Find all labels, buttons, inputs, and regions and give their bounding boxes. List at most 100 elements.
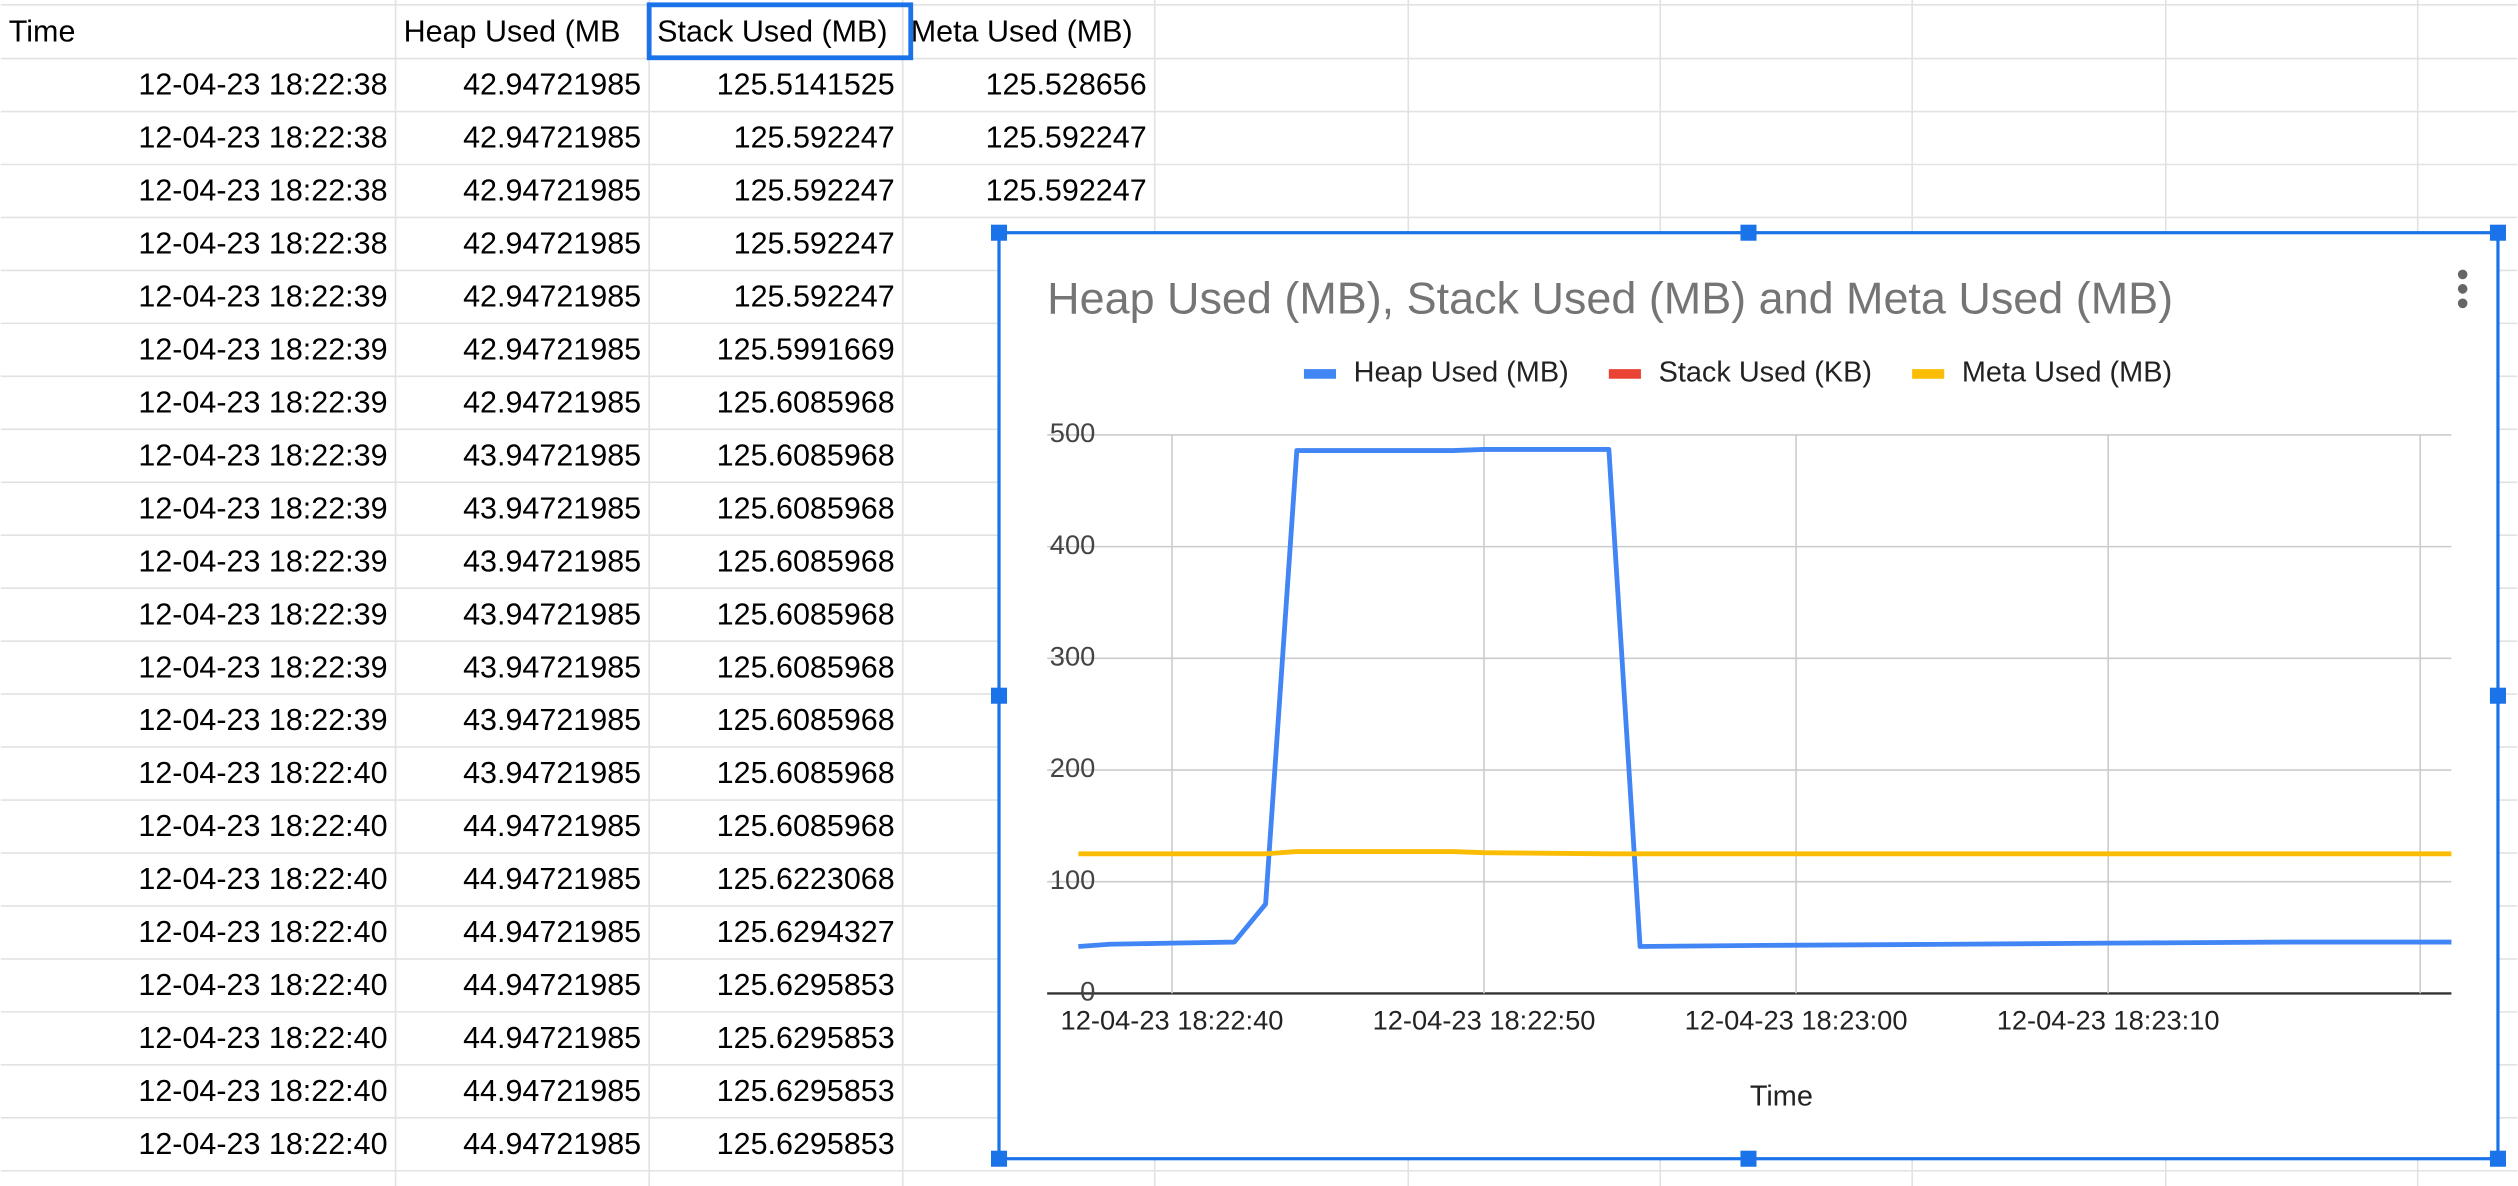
cell[interactable]: 42.94721985 (463, 68, 641, 102)
x-tick-label: 12-04-23 18:23:00 (1685, 1005, 1908, 1036)
resize-handle[interactable] (2489, 1150, 2506, 1167)
cell[interactable]: 125.6295853 (717, 1021, 895, 1055)
resize-handle[interactable] (990, 687, 1008, 704)
cell[interactable]: 12-04-23 18:22:40 (138, 1021, 387, 1055)
cell[interactable]: 42.94721985 (463, 333, 641, 367)
menu-dot[interactable] (2457, 284, 2468, 294)
cell[interactable]: 125.6223068 (717, 862, 895, 896)
cell[interactable]: 12-04-23 18:22:38 (138, 227, 387, 261)
series-line (1078, 447, 2452, 949)
cell[interactable]: 12-04-23 18:22:39 (138, 491, 387, 525)
cell[interactable]: 43.94721985 (463, 650, 641, 684)
cell[interactable]: 125.592247 (734, 227, 895, 261)
cell[interactable]: 125.6295853 (717, 1127, 895, 1161)
selected-cell (646, 2, 914, 61)
chart-title: Heap Used (MB), Stack Used (MB) and Meta… (1047, 273, 2173, 324)
cell[interactable]: 12-04-23 18:22:40 (138, 862, 387, 896)
cell[interactable]: 12-04-23 18:22:39 (138, 280, 387, 314)
legend-swatch (1912, 369, 1945, 379)
cell[interactable]: 125.592247 (734, 280, 895, 314)
y-tick-label: 400 (1050, 529, 1096, 560)
y-tick-label: 300 (1050, 641, 1096, 672)
resize-handle[interactable] (1740, 1150, 1757, 1167)
y-tick-label: 0 (1080, 976, 1095, 1007)
chart-bg[interactable] (997, 231, 2500, 1161)
cell[interactable]: 44.94721985 (463, 1021, 641, 1055)
cell[interactable]: 12-04-23 18:22:38 (138, 121, 387, 155)
cell[interactable]: 125.6295853 (717, 1074, 895, 1108)
resize-handle[interactable] (990, 224, 1008, 241)
cell[interactable]: 42.94721985 (463, 280, 641, 314)
cell[interactable]: 42.94721985 (463, 121, 641, 155)
cell[interactable]: 125.6085968 (717, 597, 895, 631)
header-cell[interactable]: Meta Used (MB) (911, 15, 1133, 49)
cell[interactable]: 125.592247 (986, 121, 1147, 155)
cell[interactable]: 125.6085968 (717, 491, 895, 525)
cell[interactable]: 12-04-23 18:22:40 (138, 968, 387, 1002)
cell[interactable]: 12-04-23 18:22:40 (138, 756, 387, 790)
cell[interactable]: 12-04-23 18:22:40 (138, 809, 387, 843)
cell[interactable]: 12-04-23 18:22:39 (138, 703, 387, 737)
legend-swatch (1608, 369, 1641, 379)
cell[interactable]: 43.94721985 (463, 597, 641, 631)
cell[interactable]: 125.5991669 (717, 333, 895, 367)
cell[interactable]: 43.94721985 (463, 438, 641, 472)
header-cell[interactable]: Time (9, 15, 76, 49)
cell[interactable]: 125.6294327 (717, 915, 895, 949)
cell[interactable]: 43.94721985 (463, 544, 641, 578)
resize-handle[interactable] (2489, 687, 2506, 704)
cell[interactable]: 12-04-23 18:22:38 (138, 174, 387, 208)
y-tick-label: 500 (1050, 417, 1096, 448)
menu-dot[interactable] (2457, 269, 2468, 280)
resize-handle[interactable] (2489, 224, 2506, 241)
cell[interactable]: 125.6085968 (717, 544, 895, 578)
cell[interactable]: 125.528656 (986, 68, 1147, 102)
x-tick-label: 12-04-23 18:22:50 (1373, 1005, 1596, 1036)
cell[interactable]: 125.5141525 (717, 68, 895, 102)
resize-handle[interactable] (1740, 224, 1757, 241)
resize-handle[interactable] (990, 1150, 1008, 1167)
menu-dot[interactable] (2457, 298, 2468, 309)
cell[interactable]: 42.94721985 (463, 385, 641, 419)
cell[interactable]: 125.592247 (734, 174, 895, 208)
cell[interactable]: 12-04-23 18:22:39 (138, 597, 387, 631)
header-cell[interactable]: Heap Used (MB (404, 15, 621, 49)
cell[interactable]: 42.94721985 (463, 227, 641, 261)
cell[interactable]: 12-04-23 18:22:39 (138, 385, 387, 419)
cell[interactable]: 12-04-23 18:22:40 (138, 1074, 387, 1108)
cell[interactable]: 12-04-23 18:22:39 (138, 438, 387, 472)
cell[interactable]: 125.6085968 (717, 809, 895, 843)
cell[interactable]: 43.94721985 (463, 756, 641, 790)
cell[interactable]: 44.94721985 (463, 809, 641, 843)
header-cell[interactable]: Stack Used (MB) (657, 15, 887, 49)
cell[interactable]: 12-04-23 18:22:39 (138, 650, 387, 684)
x-axis-title: Time (1750, 1080, 1813, 1112)
cell[interactable]: 44.94721985 (463, 1127, 641, 1161)
cell[interactable]: 44.94721985 (463, 862, 641, 896)
cell[interactable]: 125.6085968 (717, 385, 895, 419)
legend-label: Heap Used (MB) (1354, 357, 1569, 389)
cell[interactable]: 12-04-23 18:22:39 (138, 333, 387, 367)
legend-label: Stack Used (KB) (1659, 357, 1872, 389)
cell[interactable]: 125.6085968 (717, 438, 895, 472)
cell[interactable]: 125.6085968 (717, 756, 895, 790)
cell[interactable]: 44.94721985 (463, 968, 641, 1002)
cell[interactable]: 12-04-23 18:22:39 (138, 544, 387, 578)
cell[interactable]: 125.6295853 (717, 968, 895, 1002)
cell[interactable]: 125.592247 (734, 121, 895, 155)
cell[interactable]: 125.6085968 (717, 650, 895, 684)
legend-label: Meta Used (MB) (1962, 357, 2172, 389)
cell[interactable]: 43.94721985 (463, 491, 641, 525)
cell[interactable]: 125.6085968 (717, 703, 895, 737)
cell[interactable]: 12-04-23 18:22:40 (138, 915, 387, 949)
x-tick-label: 12-04-23 18:22:40 (1061, 1005, 1284, 1036)
cell[interactable]: 125.592247 (986, 174, 1147, 208)
cell[interactable]: 44.94721985 (463, 915, 641, 949)
cell[interactable]: 12-04-23 18:22:38 (138, 68, 387, 102)
cell[interactable]: 12-04-23 18:22:40 (138, 1127, 387, 1161)
cell[interactable]: 43.94721985 (463, 703, 641, 737)
cell[interactable]: 44.94721985 (463, 1074, 641, 1108)
cell[interactable]: 42.94721985 (463, 174, 641, 208)
